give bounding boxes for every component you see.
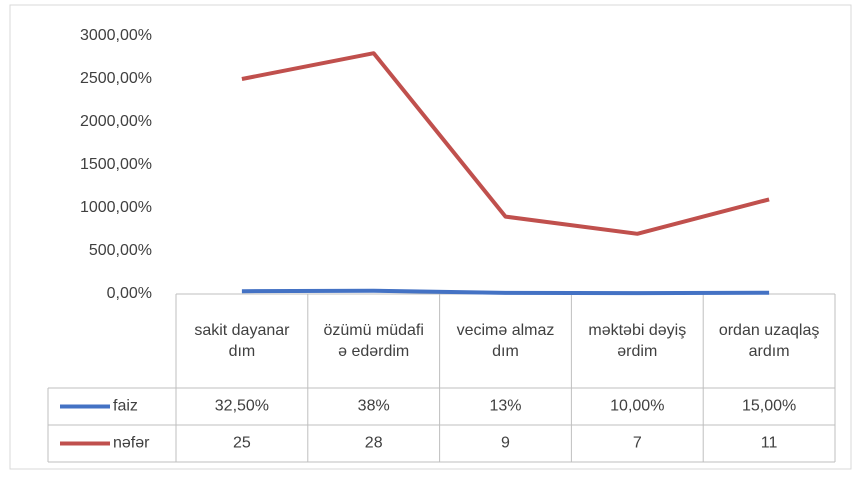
category-cell: özümü müdafiə edərdim: [323, 322, 424, 360]
data-label: 11: [761, 435, 778, 452]
category-cell: ordan uzaqlaşardım: [718, 322, 820, 360]
category-cell: vecimə almazdım: [456, 322, 555, 360]
category-cell: sakit dayanardım: [194, 322, 290, 360]
x-tick-label: vecimə almazdım: [456, 322, 555, 360]
data-label: 13%: [489, 398, 521, 415]
y-tick-label: 2500,00%: [80, 70, 152, 87]
legend-label: faiz: [113, 398, 138, 415]
y-tick-label: 1500,00%: [80, 156, 152, 173]
data-label: 32,50%: [215, 398, 269, 415]
data-label: 25: [233, 435, 251, 452]
y-tick-label: 500,00%: [89, 242, 152, 259]
x-tick-label: ordan uzaqlaşardım: [718, 322, 820, 360]
y-tick-label: 3000,00%: [80, 27, 152, 44]
y-tick-label: 0,00%: [107, 285, 152, 302]
chart-border: [9, 4, 852, 470]
legend-label: nəfər: [113, 435, 150, 452]
x-tick-label: özümü müdafiə edərdim: [323, 322, 424, 360]
series-line: [241, 288, 770, 296]
series-line: [241, 51, 770, 236]
data-label: 7: [633, 435, 642, 452]
y-tick-label: 1000,00%: [80, 199, 152, 216]
data-label: 10,00%: [610, 398, 664, 415]
category-cell: məktəbi dəyişərdim: [588, 322, 687, 360]
data-label: 38%: [358, 398, 390, 415]
data-label: 15,00%: [742, 398, 796, 415]
data-label: 28: [365, 435, 383, 452]
x-tick-label: sakit dayanardım: [194, 322, 290, 360]
y-tick-label: 2000,00%: [80, 113, 152, 130]
data-label: 9: [501, 435, 510, 452]
x-tick-label: məktəbi dəyişərdim: [588, 322, 687, 360]
